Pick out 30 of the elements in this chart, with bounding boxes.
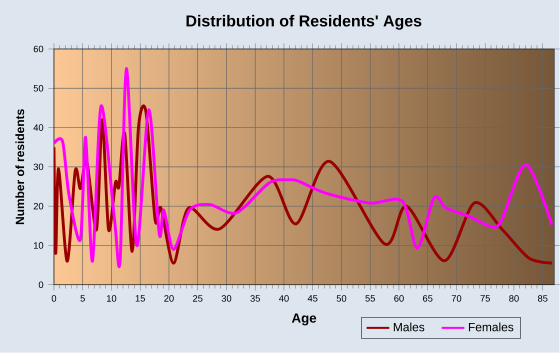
y-tick-label: 10 [34,242,44,249]
chart-title: Distribution of Residents' Ages [186,15,422,30]
x-tick-label: 55 [365,295,375,302]
x-tick-label: 85 [538,295,548,302]
x-tick-label: 50 [336,295,346,302]
x-tick-label: 75 [480,295,490,302]
x-axis-title: Age [292,314,316,326]
x-tick-label: 65 [423,295,432,302]
x-tick-label: 0 [52,295,56,302]
y-tick-label: 30 [34,164,44,170]
y-tick-label: 20 [34,203,44,210]
x-tick-label: 15 [136,295,145,302]
y-tick-label: 50 [34,85,44,92]
legend-label: Males [394,322,424,332]
x-tick-label: 35 [250,295,260,302]
x-tick-label: 5 [80,295,85,302]
x-tick-label: 25 [193,295,202,302]
x-tick-label: 80 [509,295,519,302]
x-tick-label: 30 [222,295,232,302]
y-tick-label: 40 [33,124,44,131]
legend-label: Females [468,322,514,332]
x-tick-label: 10 [107,295,116,302]
y-axis-title: Number of residents [15,109,24,224]
x-tick-label: 20 [164,295,174,302]
x-tick-label: 60 [394,295,404,302]
x-tick-label: 70 [452,295,462,302]
x-tick-label: 40 [279,295,289,302]
y-tick-label: 60 [34,46,44,52]
x-tick-label: 45 [308,295,318,302]
y-tick-label: 0 [38,282,44,288]
